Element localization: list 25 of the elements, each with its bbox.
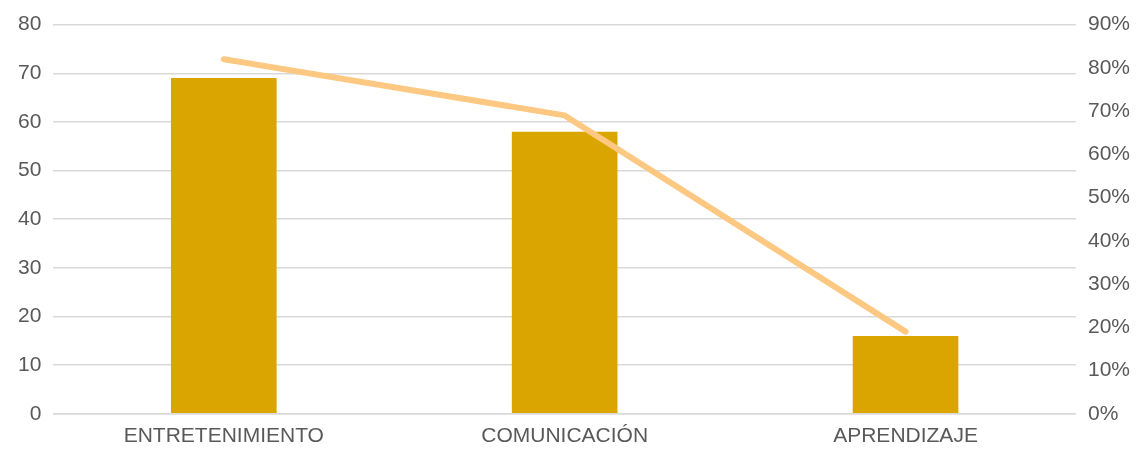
y2-tick-label: 70%: [1087, 97, 1130, 121]
y-tick-label: 20: [18, 303, 42, 327]
y2-tick-label: 90%: [1087, 11, 1130, 35]
y-tick-label: 50: [18, 157, 42, 181]
y2-tick-label: 10%: [1087, 357, 1130, 381]
y2-tick-label: 80%: [1087, 54, 1130, 78]
bar: [511, 131, 618, 414]
y-tick-label: 10: [18, 351, 42, 375]
y-tick-label: 40: [18, 206, 42, 229]
x-tick-label: COMUNICACIÓN: [481, 423, 649, 447]
y2-tick-label: 0%: [1087, 400, 1119, 424]
bar: [170, 78, 277, 414]
y2-tick-label: 30%: [1087, 270, 1130, 294]
y-tick-label: 60: [18, 108, 42, 132]
bar: [852, 335, 959, 414]
x-tick-label: ENTRETENIMIENTO: [123, 423, 324, 447]
y-tick-label: 70: [18, 60, 42, 84]
y-tick-label: 0: [29, 400, 42, 424]
y-tick-label: 80: [18, 11, 42, 35]
y2-tick-label: 50%: [1087, 184, 1130, 208]
y2-tick-label: 20%: [1087, 314, 1130, 338]
x-tick-label: APRENDIZAJE: [833, 423, 978, 447]
y-tick-label: 30: [18, 254, 42, 278]
y2-tick-label: 60%: [1087, 141, 1130, 165]
y2-tick-label: 40%: [1087, 227, 1130, 251]
